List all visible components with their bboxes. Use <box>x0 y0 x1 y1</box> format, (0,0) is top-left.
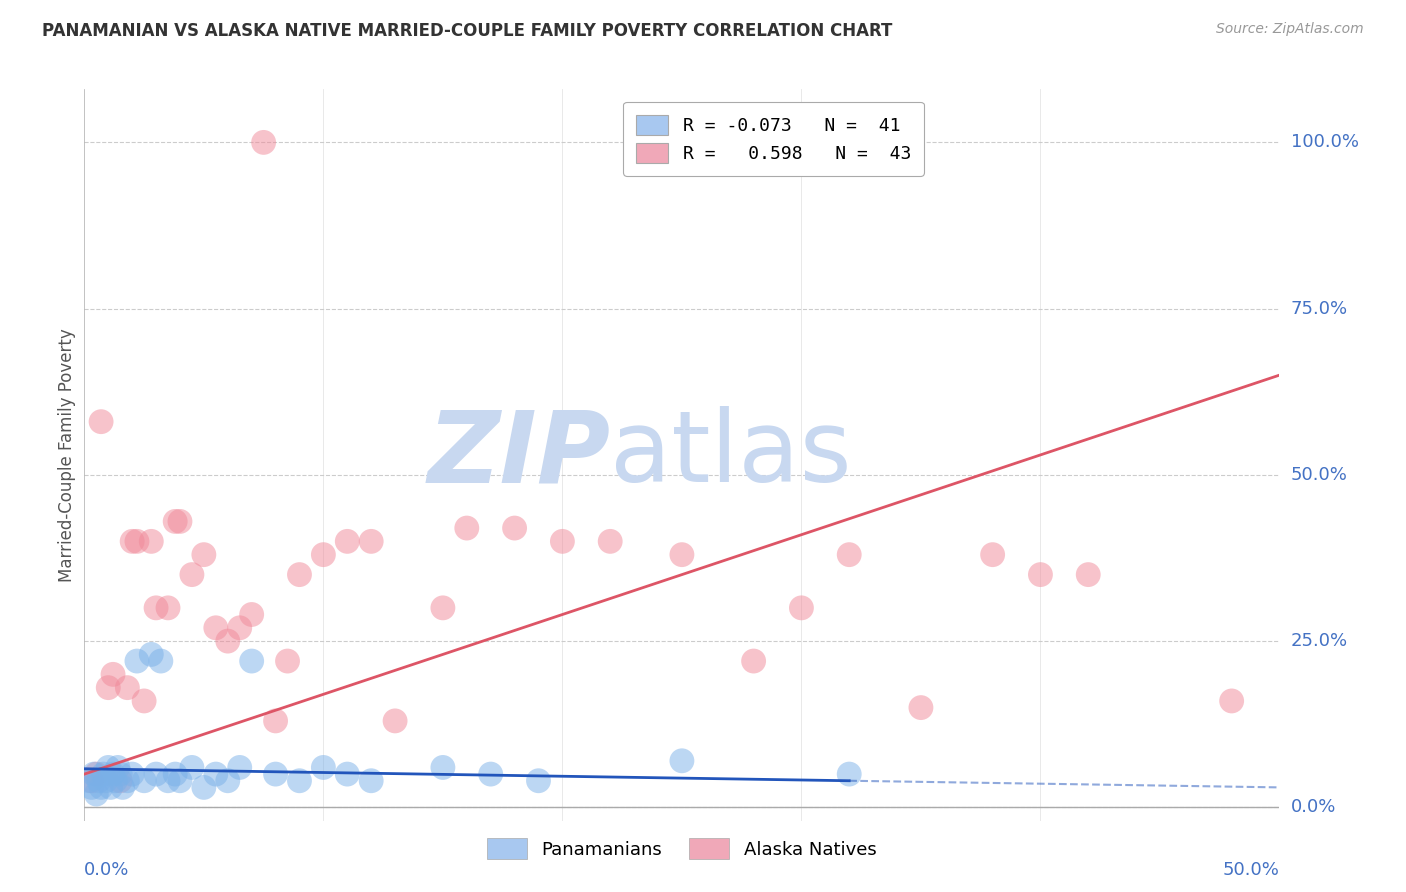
Point <box>503 521 526 535</box>
Y-axis label: Married-Couple Family Poverty: Married-Couple Family Poverty <box>58 328 76 582</box>
Point <box>125 654 148 668</box>
Point <box>87 773 110 788</box>
Legend: Panamanians, Alaska Natives: Panamanians, Alaska Natives <box>481 831 883 866</box>
Point <box>288 567 311 582</box>
Point <box>432 600 454 615</box>
Text: 75.0%: 75.0% <box>1291 300 1348 318</box>
Text: PANAMANIAN VS ALASKA NATIVE MARRIED-COUPLE FAMILY POVERTY CORRELATION CHART: PANAMANIAN VS ALASKA NATIVE MARRIED-COUP… <box>42 22 893 40</box>
Point <box>110 773 132 788</box>
Point <box>180 760 202 774</box>
Point <box>264 714 287 728</box>
Text: 0.0%: 0.0% <box>84 861 129 879</box>
Point <box>77 773 100 788</box>
Text: atlas: atlas <box>610 407 852 503</box>
Point <box>312 760 335 774</box>
Point <box>94 773 117 788</box>
Point <box>981 548 1004 562</box>
Point <box>432 760 454 774</box>
Text: Source: ZipAtlas.com: Source: ZipAtlas.com <box>1216 22 1364 37</box>
Point <box>157 773 180 788</box>
Point <box>1029 567 1052 582</box>
Point <box>360 773 382 788</box>
Point <box>101 767 124 781</box>
Point <box>742 654 765 668</box>
Point <box>264 767 287 781</box>
Point <box>169 773 191 788</box>
Point <box>551 534 574 549</box>
Point <box>117 773 139 788</box>
Point <box>100 780 122 795</box>
Point <box>193 548 215 562</box>
Text: 25.0%: 25.0% <box>1291 632 1348 650</box>
Point <box>205 767 228 781</box>
Point <box>97 681 120 695</box>
Point <box>217 634 239 648</box>
Point <box>336 534 359 549</box>
Point <box>169 515 191 529</box>
Point <box>84 767 107 781</box>
Point <box>228 760 252 774</box>
Point <box>205 621 228 635</box>
Point <box>90 780 112 795</box>
Point <box>121 767 143 781</box>
Point <box>93 767 115 781</box>
Point <box>240 607 263 622</box>
Point <box>145 600 167 615</box>
Point <box>141 648 163 662</box>
Point <box>910 700 932 714</box>
Point <box>165 767 187 781</box>
Point <box>288 773 311 788</box>
Point <box>107 760 129 774</box>
Point <box>228 621 252 635</box>
Point <box>132 773 156 788</box>
Text: 50.0%: 50.0% <box>1223 861 1279 879</box>
Point <box>97 760 120 774</box>
Point <box>384 714 406 728</box>
Point <box>671 548 693 562</box>
Point <box>110 767 132 781</box>
Text: 50.0%: 50.0% <box>1291 466 1347 483</box>
Point <box>479 767 502 781</box>
Point <box>157 600 180 615</box>
Point <box>141 534 163 549</box>
Point <box>125 534 148 549</box>
Point <box>253 136 276 150</box>
Point <box>336 767 359 781</box>
Point <box>149 654 172 668</box>
Point <box>83 767 105 781</box>
Point <box>312 548 335 562</box>
Point <box>80 773 103 788</box>
Point <box>599 534 621 549</box>
Point <box>145 767 167 781</box>
Point <box>165 515 187 529</box>
Point <box>90 415 112 429</box>
Point <box>104 773 127 788</box>
Point <box>193 780 215 795</box>
Point <box>217 773 239 788</box>
Point <box>121 534 143 549</box>
Point <box>111 780 134 795</box>
Point <box>276 654 298 668</box>
Text: 0.0%: 0.0% <box>1291 798 1336 816</box>
Point <box>838 548 860 562</box>
Point <box>84 787 107 801</box>
Point <box>1077 567 1099 582</box>
Point <box>117 681 139 695</box>
Point <box>80 780 103 795</box>
Point <box>671 754 693 768</box>
Point <box>1220 694 1243 708</box>
Text: 100.0%: 100.0% <box>1291 134 1358 152</box>
Point <box>838 767 860 781</box>
Point <box>101 667 124 681</box>
Point <box>180 567 202 582</box>
Point <box>240 654 263 668</box>
Point <box>456 521 478 535</box>
Point <box>527 773 550 788</box>
Point <box>132 694 156 708</box>
Text: ZIP: ZIP <box>427 407 610 503</box>
Point <box>790 600 813 615</box>
Point <box>360 534 382 549</box>
